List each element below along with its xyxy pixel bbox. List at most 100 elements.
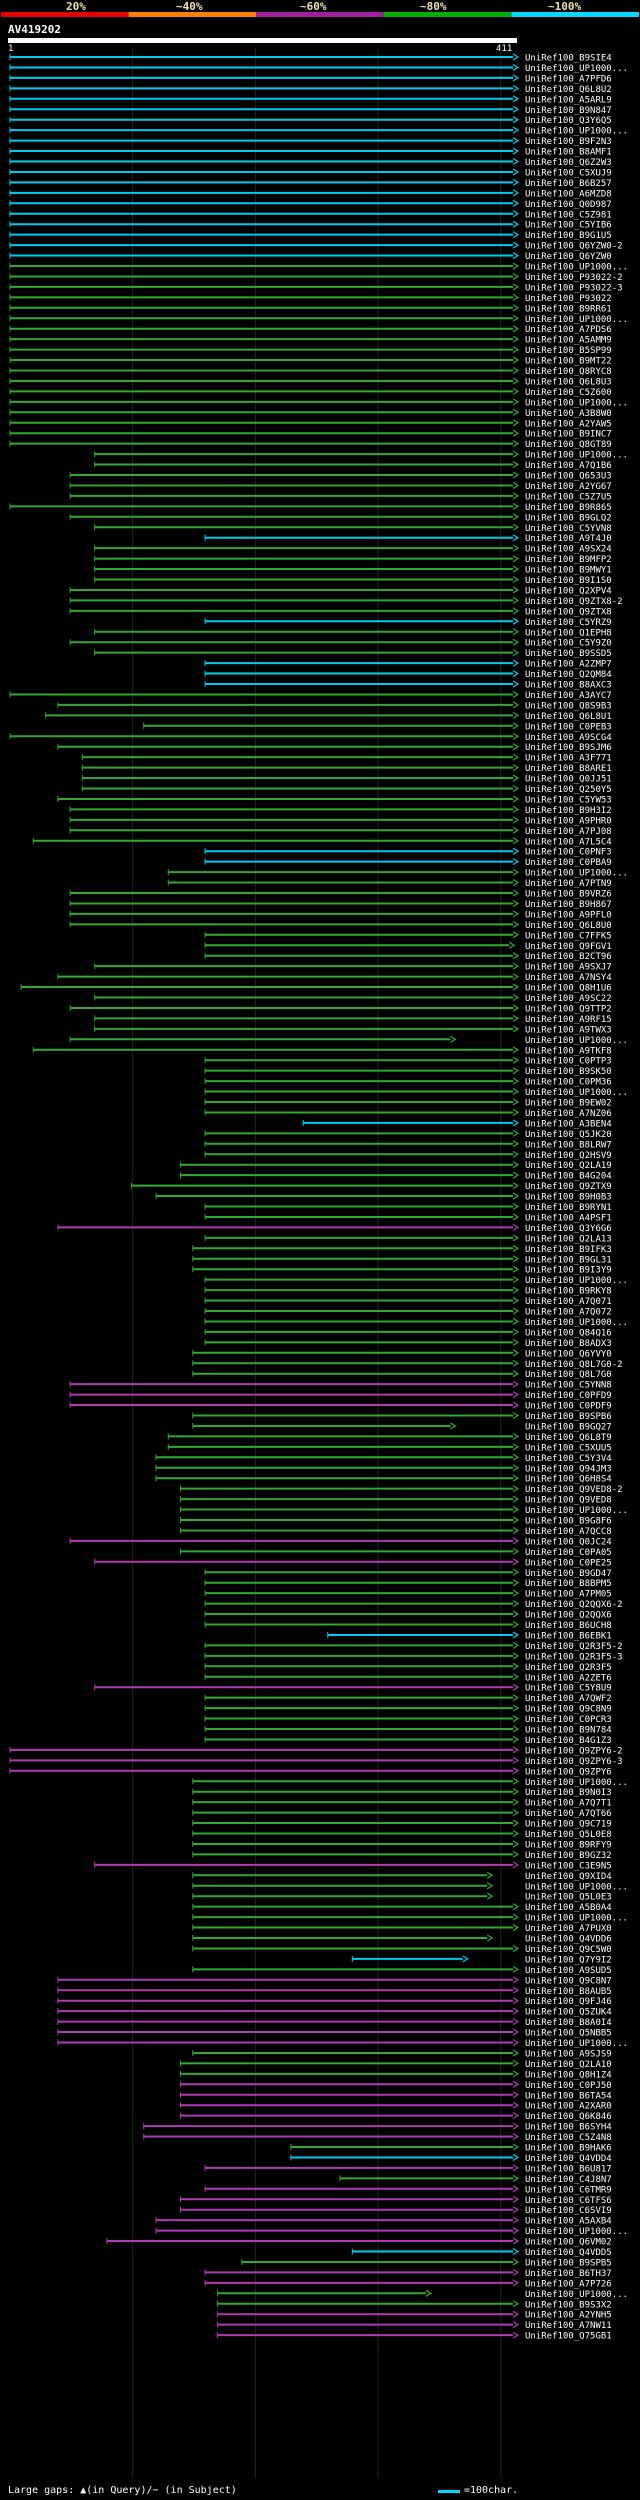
hit-label: UniRef100_UP1000... [525,127,628,137]
hit-label: UniRef100_Q94JM3 [525,1464,612,1474]
hit-label: UniRef100_Q9ZTX9 [525,1182,612,1192]
hit-end-arrow [512,1276,520,1284]
hit-end-arrow [512,1756,520,1764]
hit-end-arrow [512,231,520,239]
hit-label: UniRef100_Q2LA13 [525,1234,612,1244]
hit-label: UniRef100_A7PDS6 [525,325,612,335]
hit-end-arrow [512,147,520,155]
hit-label: UniRef100_B9EW02 [525,1099,612,1109]
hit-label: UniRef100_Q9C5W0 [525,1945,612,1955]
hit-end-arrow [512,2070,520,2078]
hit-end-arrow [512,868,520,876]
hit-end-arrow [512,899,520,907]
hit-end-arrow [512,502,520,510]
query-end: 411 [496,44,513,54]
hit-end-arrow [512,586,520,594]
hit-end-arrow [512,1265,520,1273]
hit-end-arrow [512,544,520,552]
hit-end-arrow [512,1088,520,1096]
hit-end-arrow [512,1715,520,1723]
hit-end-arrow [512,1485,520,1493]
hit-end-arrow [512,743,520,751]
identity-bar-segment [383,12,512,17]
hit-label: UniRef100_C5YW53 [525,795,612,805]
hit-label: UniRef100_B9RYN1 [525,1203,612,1213]
hit-label: UniRef100_Q9C8N7 [525,1976,612,1986]
hit-end-arrow [512,471,520,479]
hit-end-arrow [512,1662,520,1670]
hit-end-arrow [512,879,520,887]
hit-label: UniRef100_Q6L8T9 [525,1433,612,1443]
hit-end-arrow [512,1620,520,1629]
hit-label: UniRef100_UP1000... [525,1914,628,1924]
hit-label: UniRef100_Q9ZTX8 [525,607,612,617]
hit-end-arrow [512,220,520,228]
hit-label: UniRef100_A7Q7T1 [525,1799,612,1809]
hit-end-arrow [512,2216,520,2224]
hit-end-arrow [512,1704,520,1712]
hit-label: UniRef100_C4J8N7 [525,2175,612,2185]
hit-end-arrow [512,1788,520,1796]
hit-end-arrow [512,2133,520,2141]
hit-end-arrow [512,826,520,834]
hit-end-arrow [512,1202,520,1211]
hit-label: UniRef100_C5Z7U5 [525,492,612,502]
hit-end-arrow [512,1411,520,1420]
hit-label: UniRef100_C0PTP3 [525,1057,612,1067]
hit-end-arrow [512,252,520,260]
hit-label: UniRef100_C5Y9Z0 [525,639,612,649]
hit-end-arrow [512,84,520,92]
hit-end-arrow [509,941,516,949]
hit-end-arrow [512,889,520,897]
hit-end-arrow [462,1955,469,1963]
hit-end-arrow [425,2289,433,2297]
hit-label: UniRef100_B6TA54 [525,2091,612,2101]
hit-end-arrow [486,1934,494,1942]
hit-label: UniRef100_Q2R3F5-2 [525,1642,623,1652]
hit-end-arrow [512,805,520,813]
hit-label: UniRef100_C5Y3V4 [525,1454,612,1464]
query-start: 1 [8,44,14,54]
hit-end-arrow [512,126,520,134]
hit-end-arrow [512,575,520,584]
hit-label: UniRef100_A5AXB4 [525,2217,612,2227]
hit-end-arrow [512,670,520,678]
hit-end-arrow [512,764,520,772]
hit-end-arrow [512,2164,520,2172]
hit-end-arrow [512,1506,520,1514]
hit-end-arrow [512,1359,520,1367]
hit-end-arrow [512,1213,520,1221]
hit-end-arrow [512,1119,520,1127]
hit-end-arrow [512,1234,520,1242]
hit-label: UniRef100_A2ZMP7 [525,660,612,670]
hit-label: UniRef100_B9SSD5 [525,649,612,659]
hit-label: UniRef100_A5B0A4 [525,1903,612,1913]
hit-end-arrow [512,241,520,249]
hit-label: UniRef100_Q2LA19 [525,1161,612,1171]
hit-label: UniRef100_A7L5C4 [525,837,612,847]
hit-end-arrow [512,795,520,803]
hit-label: UniRef100_B8LRW7 [525,1140,612,1150]
hit-label: UniRef100_UP1000... [525,1088,628,1098]
hit-label: UniRef100_Q250Y5 [525,785,612,795]
hit-label: UniRef100_Q5L0E8 [525,1830,612,1840]
hit-label: UniRef100_B8A0I4 [525,2018,612,2028]
hit-end-arrow [512,983,520,991]
hit-end-arrow [512,837,520,845]
hit-end-arrow [512,366,520,375]
hit-end-arrow [512,440,520,448]
hit-end-arrow [512,2268,520,2276]
hit-end-arrow [512,1108,520,1116]
hit-label: UniRef100_A7Q1B6 [525,461,612,471]
hit-label: UniRef100_A7PTN9 [525,879,612,889]
hit-label: UniRef100_B9H867 [525,900,612,910]
hit-end-arrow [512,283,520,291]
hit-label: UniRef100_B9S3X2 [525,2300,612,2310]
query-name: AV419202 [8,23,61,36]
hit-label: UniRef100_B5SP99 [525,346,612,356]
hit-label: UniRef100_A6MZD8 [525,189,612,199]
hit-label: UniRef100_C0PCR3 [525,1715,612,1725]
query-ruler [8,38,517,43]
hit-end-arrow [512,1903,520,1911]
